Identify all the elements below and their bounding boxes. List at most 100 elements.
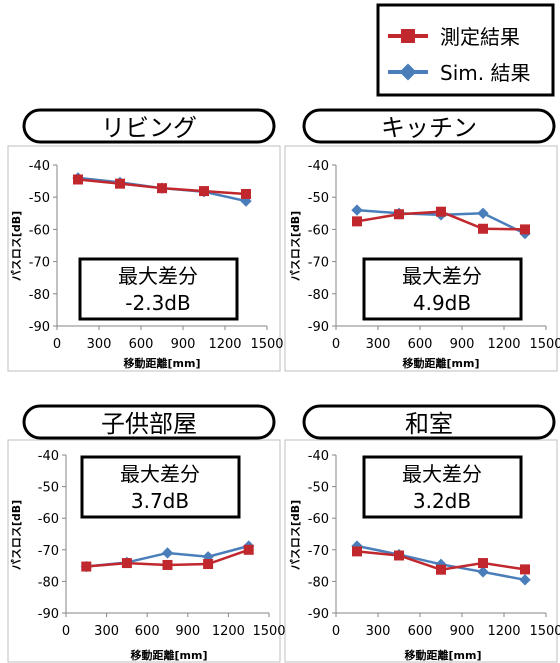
data-point-measured bbox=[121, 558, 132, 569]
annotation-box bbox=[78, 257, 239, 321]
y-tick-label: -40 bbox=[29, 159, 50, 174]
x-tick-label: 0 bbox=[332, 337, 340, 352]
annotation-title: 最大差分 bbox=[402, 264, 482, 288]
x-tick-label: 600 bbox=[129, 337, 154, 352]
annotation-title: 最大差分 bbox=[120, 462, 200, 486]
x-tick-label: 900 bbox=[175, 624, 200, 639]
x-axis-title: 移動距離[mm] bbox=[131, 648, 208, 662]
y-axis-title: パスロス[dB] bbox=[10, 211, 23, 281]
panel-japanese-room: 和室 パスロス[dB] 移動距離[mm] -40 -50 -60 -70 -80 -900… bbox=[284, 404, 560, 663]
y-axis-title: パスロス[dB] bbox=[10, 500, 23, 570]
data-point-measured bbox=[115, 178, 125, 189]
panel-frame bbox=[7, 145, 281, 372]
data-point-measured bbox=[352, 216, 362, 227]
x-tick-label: 1200 bbox=[212, 624, 245, 639]
annotation-value: 3.2dB bbox=[413, 489, 471, 513]
annotation-box bbox=[362, 257, 523, 321]
y-tick-label: -70 bbox=[38, 544, 59, 559]
y-tick-label: -80 bbox=[29, 288, 50, 303]
panel-title: 子供部屋 bbox=[101, 410, 197, 438]
x-tick-label: 600 bbox=[408, 337, 433, 352]
panel-frame bbox=[284, 439, 558, 663]
legend-label-measured: 測定結果 bbox=[440, 25, 520, 49]
y-tick-label: -40 bbox=[308, 449, 329, 464]
data-point-sim bbox=[351, 204, 363, 216]
y-tick-label: -80 bbox=[308, 575, 329, 590]
y-tick-label: -70 bbox=[308, 544, 329, 559]
y-axis-title: パスロス[dB] bbox=[289, 211, 302, 281]
x-tick-label: 1500 bbox=[252, 624, 285, 639]
legend-frame bbox=[376, 3, 555, 97]
panel-frame bbox=[7, 439, 281, 663]
legend-marker-sim bbox=[399, 63, 417, 81]
x-tick-label: 0 bbox=[62, 624, 70, 639]
annotation-title: 最大差分 bbox=[402, 462, 482, 486]
data-point-measured bbox=[203, 559, 214, 570]
x-tick-label: 1200 bbox=[208, 337, 241, 352]
y-tick-label: -70 bbox=[29, 256, 50, 271]
x-tick-label: 0 bbox=[53, 337, 61, 352]
annotation-value: 3.7dB bbox=[131, 489, 189, 513]
y-tick-label: -90 bbox=[29, 320, 50, 335]
y-axis-title: パスロス[dB] bbox=[289, 500, 302, 570]
annotation-box bbox=[80, 455, 241, 519]
y-tick-label: -40 bbox=[308, 159, 329, 174]
y-tick-label: -60 bbox=[308, 512, 329, 527]
y-tick-label: -90 bbox=[308, 607, 329, 622]
data-point-sim bbox=[519, 574, 531, 586]
panel-title-pill bbox=[22, 108, 276, 144]
y-tick-label: -60 bbox=[38, 512, 59, 527]
x-tick-label: 1500 bbox=[529, 624, 560, 639]
panel-title-pill bbox=[22, 404, 276, 440]
x-tick-label: 300 bbox=[94, 624, 119, 639]
y-tick-label: -80 bbox=[38, 575, 59, 590]
legend-label-sim: Sim. 結果 bbox=[440, 61, 530, 85]
data-point-sim bbox=[477, 207, 489, 219]
panel-title-pill bbox=[302, 404, 556, 440]
data-point-sim bbox=[161, 547, 174, 559]
x-tick-label: 600 bbox=[135, 624, 160, 639]
y-tick-label: -50 bbox=[38, 481, 59, 496]
x-tick-label: 1200 bbox=[487, 337, 520, 352]
y-tick-label: -50 bbox=[308, 481, 329, 496]
data-point-measured bbox=[436, 206, 446, 217]
data-point-sim bbox=[477, 566, 489, 578]
legend-marker-measured bbox=[401, 29, 415, 43]
data-point-measured bbox=[394, 209, 404, 220]
data-point-measured bbox=[520, 564, 530, 575]
x-tick-label: 1500 bbox=[529, 337, 560, 352]
data-point-measured bbox=[520, 224, 530, 235]
data-point-measured bbox=[243, 544, 254, 555]
data-point-measured bbox=[352, 546, 362, 557]
panel-title: 和室 bbox=[405, 410, 453, 438]
x-tick-label: 1200 bbox=[487, 624, 520, 639]
data-point-measured bbox=[394, 550, 404, 561]
x-tick-label: 1500 bbox=[250, 337, 283, 352]
annotation-box bbox=[362, 455, 523, 519]
panel-kitchen: キッチン パスロス[dB] 移動距離[mm] -40 -50 -60 -70 -80 -9… bbox=[284, 108, 560, 372]
data-point-measured bbox=[199, 186, 209, 197]
x-tick-label: 900 bbox=[171, 337, 196, 352]
x-axis-title: 移動距離[mm] bbox=[124, 356, 201, 370]
data-point-measured bbox=[241, 188, 251, 199]
panel-living: リビング パスロス[dB] 移動距離[mm] -40 -50 -60 -70 -80 -9… bbox=[7, 108, 284, 372]
y-tick-label: -90 bbox=[308, 320, 329, 335]
x-tick-label: 900 bbox=[450, 624, 475, 639]
y-tick-label: -90 bbox=[38, 607, 59, 622]
panel-title: キッチン bbox=[381, 114, 477, 142]
data-point-measured bbox=[162, 559, 173, 570]
data-point-measured bbox=[478, 558, 488, 569]
panel-title-pill bbox=[302, 108, 556, 144]
data-point-measured bbox=[81, 561, 92, 572]
data-point-measured bbox=[73, 174, 83, 185]
data-point-measured bbox=[436, 564, 446, 575]
y-tick-label: -50 bbox=[308, 191, 329, 206]
annotation-value: -2.3dB bbox=[125, 291, 190, 315]
y-tick-label: -80 bbox=[308, 288, 329, 303]
y-tick-label: -40 bbox=[38, 449, 59, 464]
annotation-title: 最大差分 bbox=[118, 264, 198, 288]
x-tick-label: 600 bbox=[408, 624, 433, 639]
x-tick-label: 900 bbox=[450, 337, 475, 352]
x-axis-title: 移動距離[mm] bbox=[403, 356, 480, 370]
